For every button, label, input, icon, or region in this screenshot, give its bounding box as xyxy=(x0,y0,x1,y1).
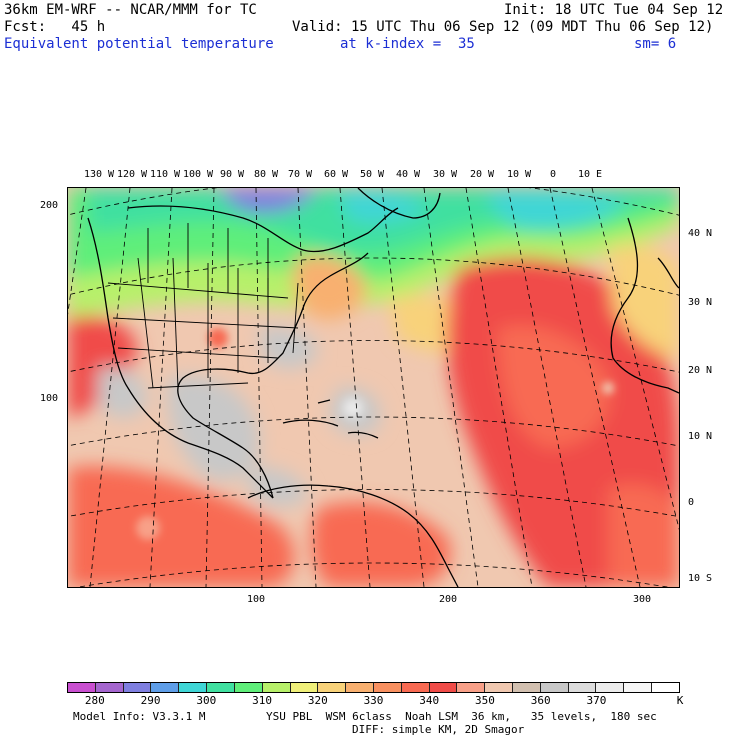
colorbar-label: 350 xyxy=(475,694,495,707)
lon-label: 40 W xyxy=(395,169,421,180)
colorbar-swatch xyxy=(290,683,319,692)
colorbar-label: 290 xyxy=(140,694,161,707)
lon-label: 100 W xyxy=(182,169,214,180)
colorbar-swatch xyxy=(207,683,235,692)
init-time: Init: 18 UTC Tue 04 Sep 12 xyxy=(504,2,724,18)
colorbar-swatch xyxy=(179,683,208,692)
grid-x-label: 200 xyxy=(438,594,458,605)
lon-label: 120 W xyxy=(116,169,148,180)
lon-label: 110 W xyxy=(149,169,181,180)
grid-y-label: 200 xyxy=(40,200,59,211)
colorbar-swatch xyxy=(568,683,597,692)
lon-label: 70 W xyxy=(287,169,313,180)
smoothing: sm= 6 xyxy=(634,36,677,52)
colorbar-swatch xyxy=(234,683,263,692)
colorbar-label: 310 xyxy=(252,694,272,707)
colorbar-swatch xyxy=(68,683,96,692)
colorbar-swatch xyxy=(596,683,625,692)
field-name: Equivalent potential temperature xyxy=(4,36,274,52)
forecast-hour: Fcst: 45 h xyxy=(4,19,106,35)
lat-label: 0 xyxy=(688,497,695,508)
colorbar-swatch xyxy=(373,683,402,692)
lon-label: 20 W xyxy=(469,169,495,180)
model-info: Model Info: V3.3.1 M xyxy=(73,710,206,723)
lat-label: 10 N xyxy=(688,431,713,442)
lon-label: 30 W xyxy=(432,169,458,180)
grid-y-label: 100 xyxy=(40,393,59,404)
valid-time: Valid: 15 UTC Thu 06 Sep 12 (09 MDT Thu … xyxy=(292,19,714,35)
colorbar-label: 280 xyxy=(84,694,105,707)
lat-label: 20 N xyxy=(688,365,713,376)
colorbar-label: 370 xyxy=(586,694,607,707)
colorbar-label: 340 xyxy=(419,694,440,707)
lon-label: 60 W xyxy=(323,169,349,180)
lat-label: 40 N xyxy=(688,228,713,239)
grid-x-label: 100 xyxy=(246,594,266,605)
colorbar-label: 360 xyxy=(530,694,551,707)
lon-label: 50 W xyxy=(359,169,385,180)
colorbar-label: 330 xyxy=(363,694,384,707)
colorbar-swatch xyxy=(318,683,347,692)
lon-label: 130 W xyxy=(83,169,115,180)
lon-label: 90 W xyxy=(219,169,245,180)
lat-label: 10 S xyxy=(688,573,713,584)
colorbar-swatch xyxy=(429,683,458,692)
lon-label: 0 xyxy=(549,169,557,180)
colorbar-swatch xyxy=(624,683,653,692)
diffusion-info: DIFF: simple KM, 2D Smagor xyxy=(352,723,525,736)
grid-x-label: 300 xyxy=(632,594,652,605)
colorbar-swatch xyxy=(513,683,541,692)
colorbar-swatch xyxy=(95,683,124,692)
k-index: at k-index = 35 xyxy=(340,36,475,52)
colorbar-swatch xyxy=(346,683,374,692)
colorbar-label: 300 xyxy=(196,694,217,707)
map-canvas xyxy=(68,188,679,587)
colorbar-swatch xyxy=(151,683,180,692)
model-title: 36km EM-WRF -- NCAR/MMM for TC xyxy=(4,2,257,18)
colorbar-swatch xyxy=(652,683,679,692)
theta-e-map xyxy=(67,187,680,588)
lon-label: 10 W xyxy=(506,169,532,180)
colorbar-swatch xyxy=(123,683,152,692)
physics-info: YSU PBL WSM 6class Noah LSM 36 km, 35 le… xyxy=(266,710,657,723)
colorbar-swatch xyxy=(262,683,291,692)
colorbar-swatch xyxy=(540,683,569,692)
lat-label: 30 N xyxy=(688,297,713,308)
colorbar xyxy=(67,682,680,693)
colorbar-swatch xyxy=(485,683,513,692)
colorbar-swatch xyxy=(457,683,486,692)
colorbar-label: 320 xyxy=(307,694,328,707)
lon-label: 10 E xyxy=(577,169,603,180)
colorbar-swatch xyxy=(401,683,430,692)
colorbar-unit: K xyxy=(676,694,684,707)
lon-label: 80 W xyxy=(253,169,279,180)
